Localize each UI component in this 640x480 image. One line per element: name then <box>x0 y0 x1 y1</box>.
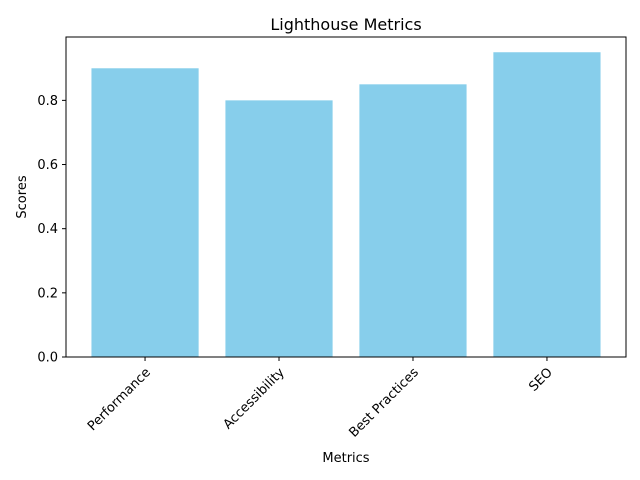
plot-frame <box>65 36 627 358</box>
x-tick-label: Accessibility <box>221 365 288 432</box>
chart-title: Lighthouse Metrics <box>270 15 421 34</box>
y-axis-label: Scores <box>15 175 30 218</box>
x-tick-label: SEO <box>526 365 555 394</box>
bar-performance <box>91 68 199 357</box>
bar-seo <box>493 52 601 357</box>
x-tick-label: Performance <box>85 365 154 434</box>
x-axis-label: Metrics <box>322 451 369 466</box>
bars-group <box>91 52 601 357</box>
y-tick-label: 0.4 <box>37 222 58 237</box>
x-tick-label: Best Practices <box>346 365 422 441</box>
bar-best-practices <box>359 84 467 357</box>
bar-accessibility <box>225 100 333 357</box>
y-tick-label: 0.0 <box>37 351 58 366</box>
y-tick-label: 0.2 <box>37 286 58 301</box>
y-tick-label: 0.6 <box>37 158 58 173</box>
y-tick-label: 0.8 <box>37 94 58 109</box>
